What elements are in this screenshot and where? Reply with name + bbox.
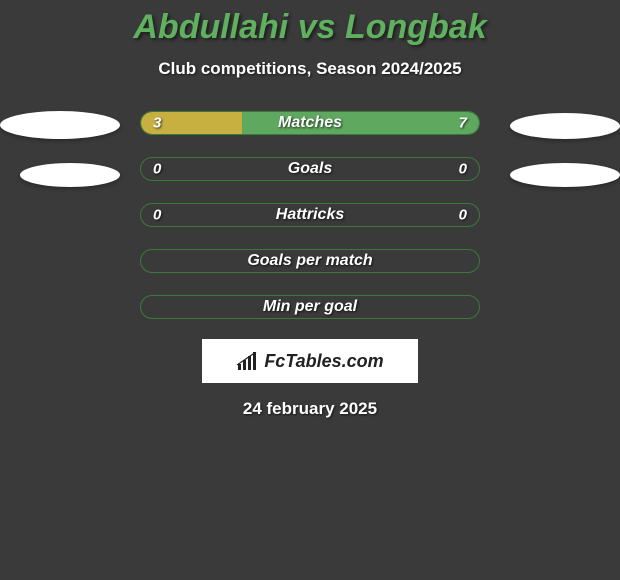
stat-label: Matches [278, 114, 342, 132]
stat-bar-hattricks: 0 Hattricks 0 [140, 203, 480, 227]
source-logo-text: FcTables.com [264, 351, 383, 372]
stat-bar-matches: 3 Matches 7 [140, 111, 480, 135]
stat-value-left: 0 [153, 161, 161, 178]
stat-value-right: 7 [459, 115, 467, 132]
player-avatar-left-small [20, 163, 120, 187]
stat-value-right: 0 [459, 207, 467, 224]
stat-label: Goals [288, 160, 332, 178]
date-label: 24 february 2025 [0, 399, 620, 419]
subtitle: Club competitions, Season 2024/2025 [0, 59, 620, 79]
stats-bars: 3 Matches 7 0 Goals 0 0 Hattricks 0 Goal… [140, 111, 480, 319]
stat-bar-goals: 0 Goals 0 [140, 157, 480, 181]
player-avatar-right-large [510, 113, 620, 139]
stat-label: Goals per match [247, 252, 372, 270]
page-title: Abdullahi vs Longbak [0, 8, 620, 47]
comparison-card: Abdullahi vs Longbak Club competitions, … [0, 0, 620, 419]
stat-label: Hattricks [276, 206, 344, 224]
stats-area: 3 Matches 7 0 Goals 0 0 Hattricks 0 Goal… [0, 111, 620, 419]
stat-bar-goals-per-match: Goals per match [140, 249, 480, 273]
stat-value-left: 0 [153, 207, 161, 224]
stat-value-right: 0 [459, 161, 467, 178]
stat-label: Min per goal [263, 298, 357, 316]
player-avatar-left-large [0, 111, 120, 139]
stat-value-left: 3 [153, 115, 161, 132]
stat-bar-min-per-goal: Min per goal [140, 295, 480, 319]
player-avatar-right-small [510, 163, 620, 187]
source-logo: FcTables.com [202, 339, 418, 383]
bar-chart-icon [236, 352, 258, 370]
